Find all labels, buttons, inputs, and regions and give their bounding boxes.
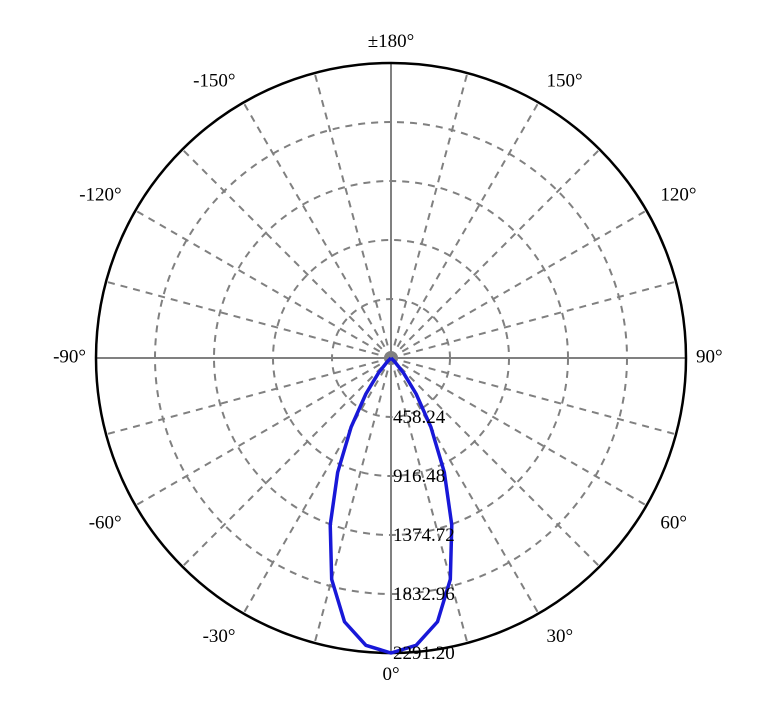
angular-tick-label: -30°	[203, 626, 236, 647]
polar-chart: 0° 30° 60° 90° 120° 150° ±180° -30° -60° -90° -120…	[0, 0, 782, 717]
radial-tick-label: 1374.72	[393, 525, 455, 546]
angular-tick-label: -120°	[79, 185, 121, 206]
angular-tick-label: -60°	[89, 512, 122, 533]
angular-tick-label: 30°	[547, 626, 574, 647]
angular-tick-label: -90°	[53, 346, 86, 367]
radial-tick-label: 916.48	[393, 466, 445, 487]
angular-tick-label: 60°	[660, 512, 687, 533]
angular-tick-label: ±180°	[368, 31, 415, 52]
angular-tick-label: 120°	[660, 185, 696, 206]
radial-tick-label: 1832.96	[393, 584, 455, 605]
radial-tick-label: 458.24	[393, 407, 446, 428]
angular-tick-label: -150°	[193, 71, 235, 92]
angular-tick-label: 90°	[696, 346, 723, 367]
angular-tick-label: 150°	[547, 71, 583, 92]
angular-tick-label: 0°	[382, 664, 399, 685]
radial-tick-label: 2291.20	[393, 643, 455, 664]
